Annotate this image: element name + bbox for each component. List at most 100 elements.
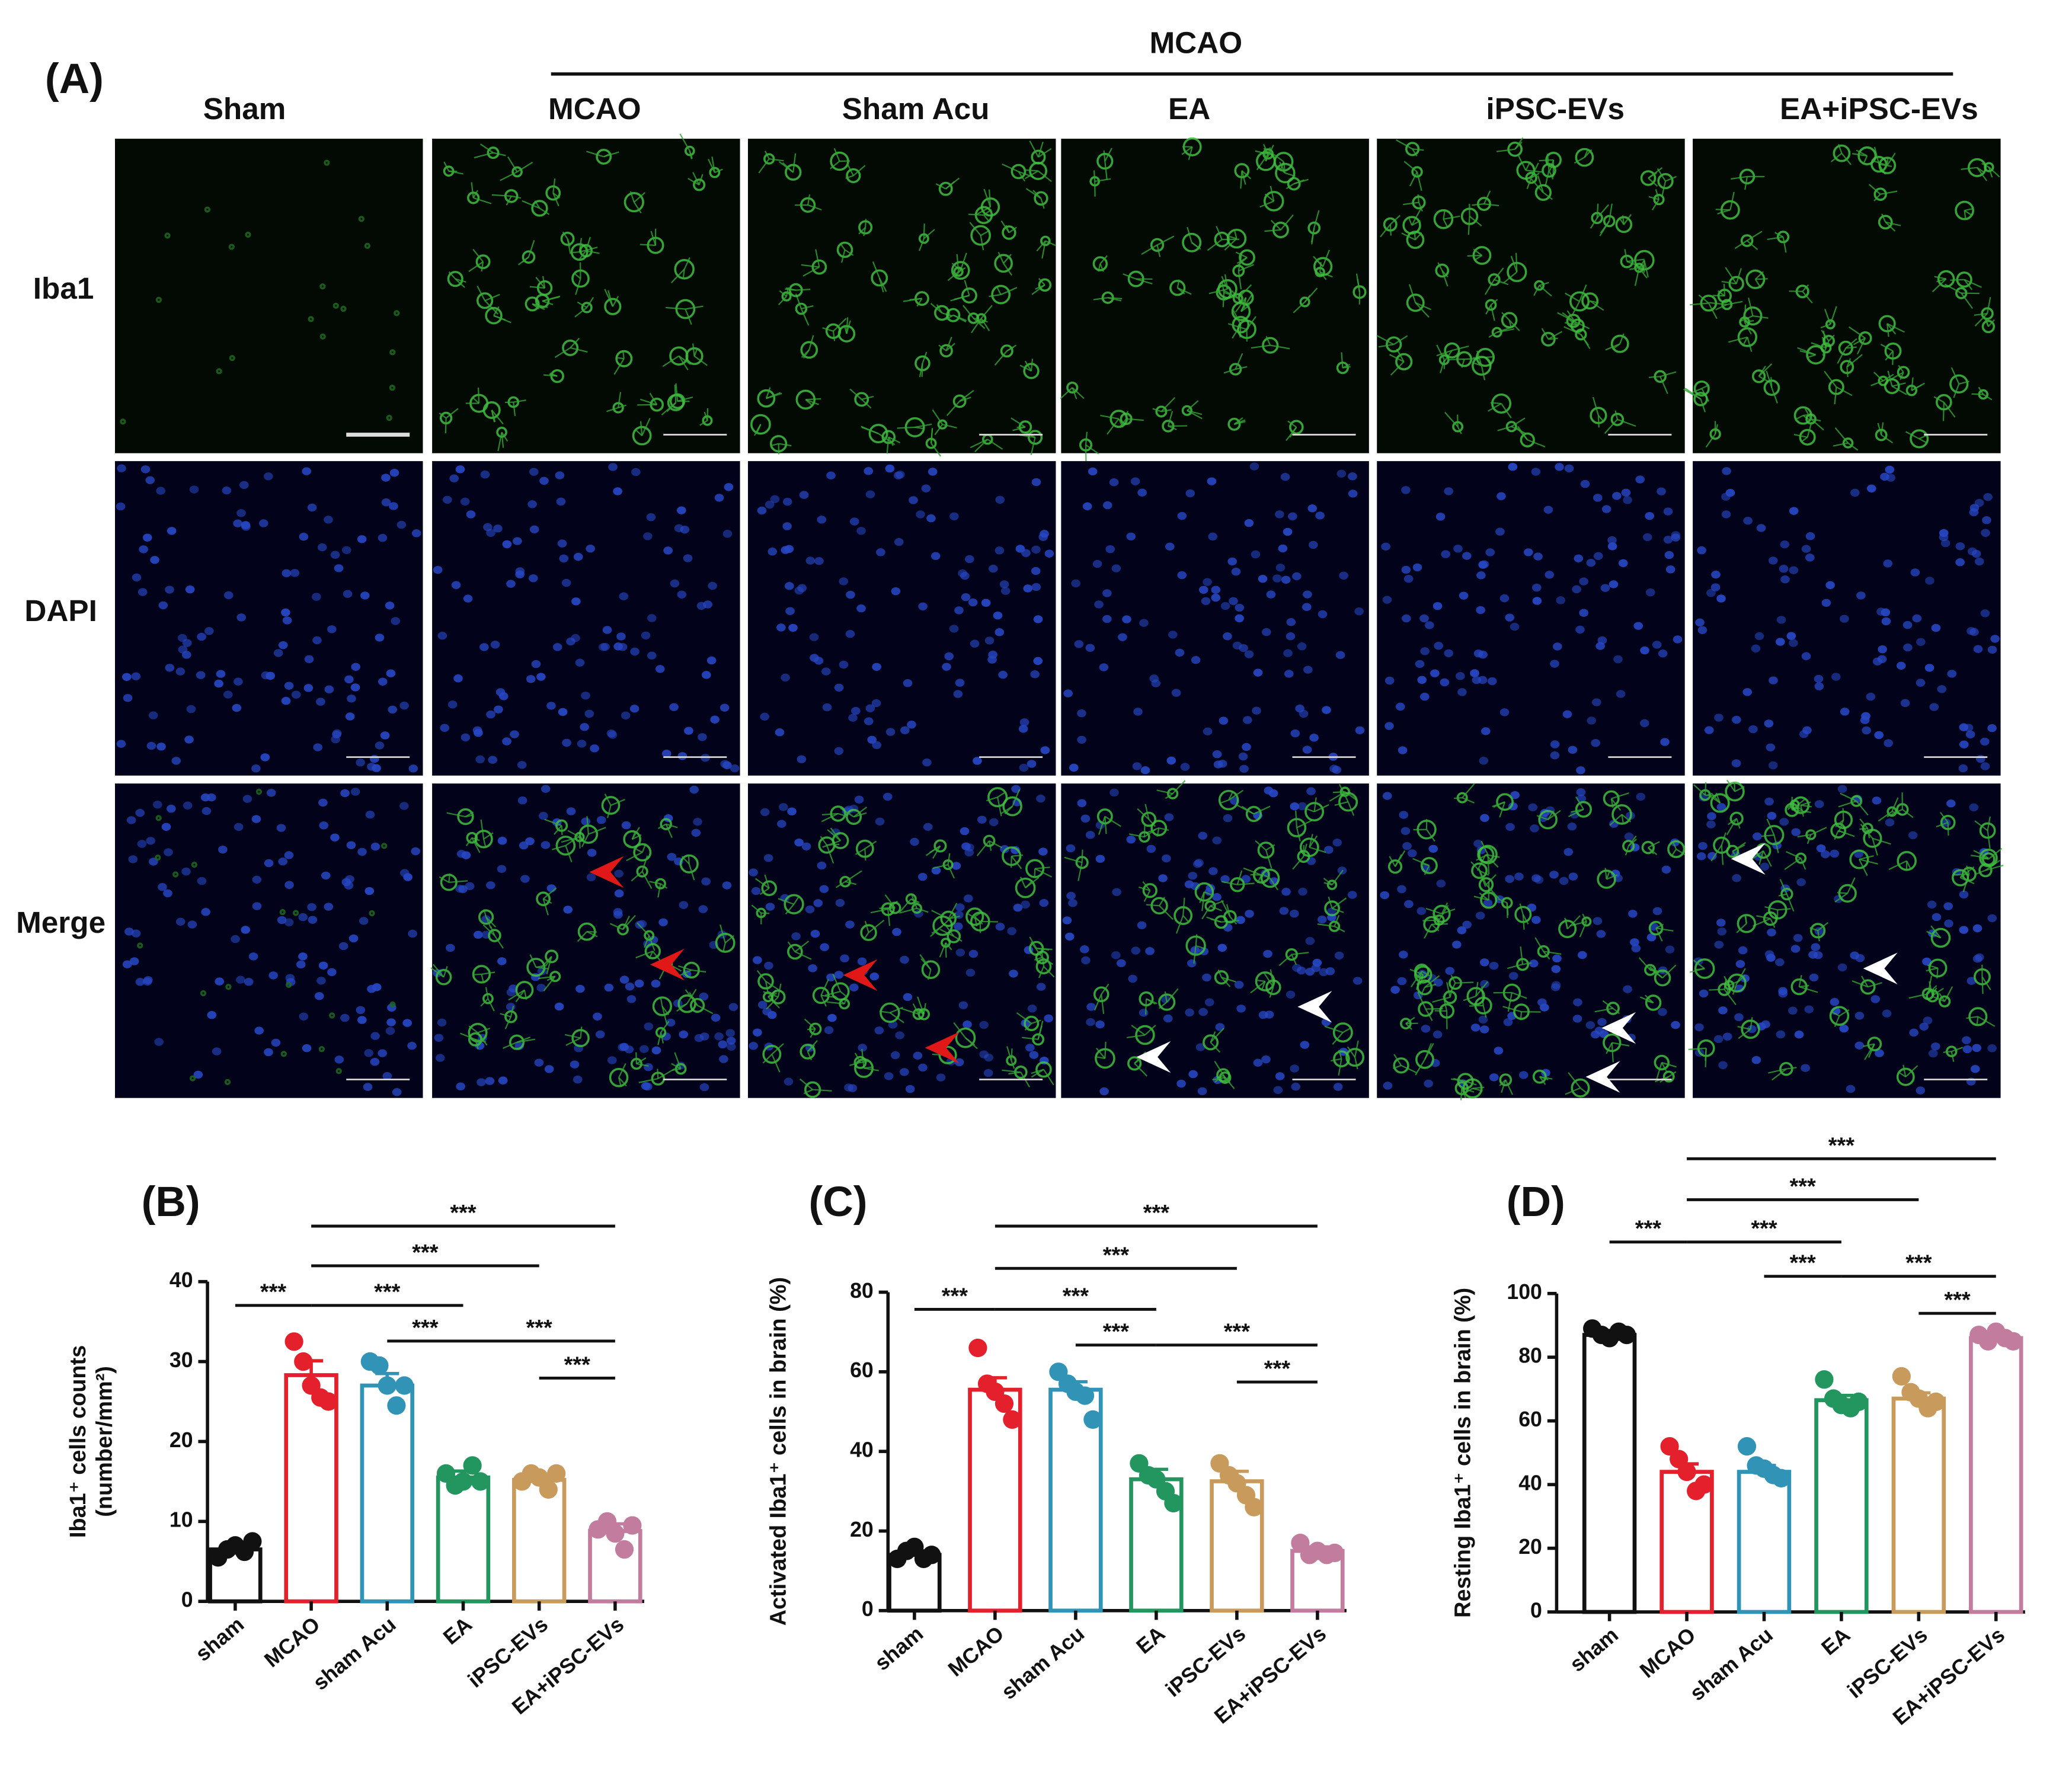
- nucleus: [460, 497, 470, 506]
- process: [1101, 983, 1109, 995]
- process: [1837, 347, 1847, 364]
- process: [846, 162, 854, 176]
- nucleus: [475, 755, 485, 764]
- process: [1609, 814, 1623, 826]
- sig-label: ***: [1103, 1320, 1129, 1345]
- nucleus: [1850, 951, 1859, 959]
- nucleus: [1280, 473, 1290, 481]
- process: [1476, 853, 1488, 861]
- process: [1487, 402, 1502, 412]
- sig-label: ***: [412, 1316, 438, 1341]
- nucleus: [874, 1026, 884, 1035]
- nucleus: [1716, 803, 1726, 811]
- process: [1157, 235, 1175, 246]
- process: [1961, 293, 1974, 309]
- process: [581, 834, 589, 847]
- process: [1817, 922, 1828, 932]
- nucleus: [954, 1058, 964, 1067]
- process: [1461, 1087, 1473, 1096]
- process: [1141, 244, 1158, 255]
- y-axis-label: (number/mm²): [92, 1366, 117, 1517]
- process: [1732, 844, 1745, 852]
- nucleus: [951, 862, 961, 870]
- microglia: [482, 401, 501, 419]
- microglia: [1654, 969, 1671, 987]
- process: [1774, 232, 1784, 238]
- nucleus: [1354, 607, 1364, 616]
- process: [666, 823, 678, 828]
- process: [676, 1003, 688, 1012]
- process: [501, 432, 504, 448]
- nucleus: [1922, 957, 1932, 966]
- microglia: [474, 830, 493, 849]
- nucleus: [167, 804, 176, 813]
- process: [622, 350, 625, 359]
- nucleus: [1579, 609, 1588, 617]
- process: [910, 898, 919, 906]
- process: [1724, 988, 1737, 1006]
- nucleus: [1658, 650, 1668, 658]
- microglia: [674, 1063, 687, 1075]
- y-tick-label: 30: [170, 1348, 193, 1372]
- process: [1959, 380, 1970, 385]
- nucleus: [370, 754, 379, 763]
- nucleus: [1704, 726, 1714, 734]
- nucleus: [1044, 1014, 1053, 1023]
- process: [1038, 148, 1052, 158]
- process: [641, 843, 647, 853]
- process: [487, 998, 495, 1012]
- microglia: [1795, 852, 1807, 864]
- nucleus: [1086, 1018, 1095, 1026]
- microglia: [1525, 171, 1537, 184]
- nucleus: [961, 842, 971, 850]
- microglia: [1141, 811, 1157, 827]
- process: [939, 942, 947, 958]
- nucleus: [903, 993, 913, 1002]
- process: [1784, 858, 1802, 871]
- nucleus: [942, 663, 951, 671]
- process: [483, 909, 487, 917]
- nucleus: [1821, 599, 1831, 607]
- nucleus: [1575, 625, 1585, 634]
- microglia: [905, 893, 917, 905]
- nucleus: [1980, 737, 1990, 746]
- nucleus: [1118, 633, 1127, 641]
- process: [822, 840, 841, 848]
- nucleus: [1814, 800, 1824, 808]
- process: [629, 191, 635, 203]
- microglia: [189, 1075, 196, 1082]
- process: [1806, 834, 1812, 844]
- process: [567, 830, 580, 838]
- process: [722, 942, 726, 952]
- process: [1280, 214, 1294, 231]
- nucleus: [689, 785, 699, 794]
- nucleus: [629, 705, 639, 713]
- process: [1424, 1042, 1434, 1060]
- microglia: [609, 1068, 629, 1087]
- process: [1251, 344, 1271, 349]
- process: [609, 923, 623, 930]
- process: [1347, 801, 1355, 816]
- nucleus: [998, 670, 1008, 679]
- nucleus: [1706, 588, 1716, 597]
- nucleus: [525, 837, 535, 846]
- process: [1305, 808, 1315, 812]
- microglia: [172, 871, 179, 878]
- data-point: [1737, 1437, 1757, 1456]
- process: [1002, 1069, 1021, 1073]
- process: [586, 297, 594, 308]
- microglia: [994, 254, 1013, 273]
- nucleus: [185, 585, 195, 594]
- microglia: [1863, 828, 1882, 848]
- nucleus: [1402, 842, 1412, 850]
- nucleus: [1384, 676, 1395, 685]
- process: [1241, 170, 1252, 180]
- nucleus: [1457, 688, 1467, 696]
- nucleus: [499, 692, 509, 700]
- nucleus: [1284, 670, 1294, 678]
- nucleus: [1552, 954, 1562, 963]
- process: [1966, 865, 1970, 875]
- nucleus: [854, 795, 864, 804]
- nucleus: [1302, 603, 1312, 611]
- process: [1237, 882, 1255, 885]
